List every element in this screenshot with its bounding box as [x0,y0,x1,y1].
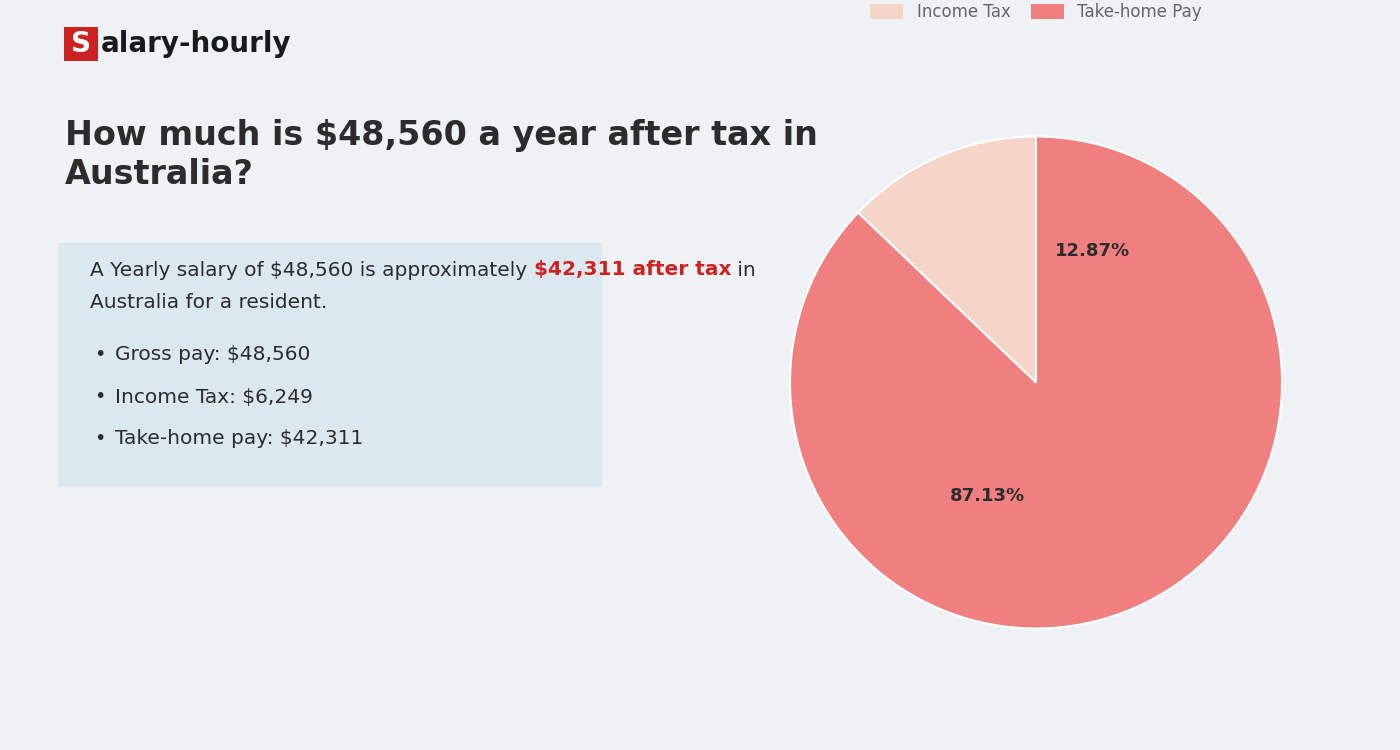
Text: A Yearly salary of $48,560 is approximately: A Yearly salary of $48,560 is approximat… [90,260,533,280]
Text: •: • [94,346,105,364]
Text: S: S [71,30,91,58]
Text: Income Tax: $6,249: Income Tax: $6,249 [115,388,312,406]
Text: How much is $48,560 a year after tax in: How much is $48,560 a year after tax in [64,118,818,152]
FancyBboxPatch shape [57,243,602,487]
Wedge shape [858,136,1036,382]
Text: 87.13%: 87.13% [951,487,1025,505]
Text: •: • [94,430,105,448]
Text: Australia for a resident.: Australia for a resident. [90,292,328,311]
Text: Australia?: Australia? [64,158,253,191]
Text: alary-hourly: alary-hourly [101,30,291,58]
Legend: Income Tax, Take-home Pay: Income Tax, Take-home Pay [869,4,1203,22]
Text: 12.87%: 12.87% [1054,242,1130,260]
Text: in: in [731,260,756,280]
Wedge shape [790,136,1282,628]
FancyBboxPatch shape [64,27,98,61]
Text: $42,311 after tax: $42,311 after tax [533,260,731,280]
Text: Take-home pay: $42,311: Take-home pay: $42,311 [115,430,364,448]
Text: Gross pay: $48,560: Gross pay: $48,560 [115,346,311,364]
Text: •: • [94,388,105,406]
